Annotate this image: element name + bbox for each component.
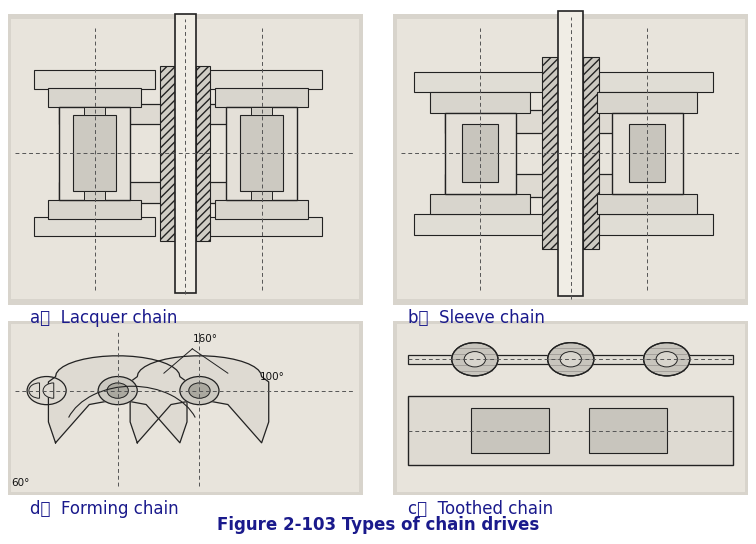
Bar — [445, 113, 516, 194]
Bar — [559, 11, 583, 296]
Circle shape — [560, 351, 581, 367]
Circle shape — [656, 351, 677, 367]
Polygon shape — [48, 356, 187, 443]
Bar — [196, 66, 210, 240]
Bar — [34, 70, 155, 89]
Bar — [8, 14, 363, 305]
Bar — [11, 19, 359, 299]
Wedge shape — [43, 383, 54, 398]
Bar — [588, 408, 667, 453]
Text: a）  Lacquer chain: a） Lacquer chain — [30, 309, 178, 327]
Circle shape — [27, 376, 67, 405]
Bar — [393, 321, 748, 495]
Bar — [581, 72, 713, 92]
Circle shape — [180, 376, 219, 405]
Polygon shape — [130, 356, 268, 443]
Bar — [175, 14, 196, 293]
Wedge shape — [29, 383, 39, 398]
Circle shape — [107, 383, 129, 398]
Bar — [463, 124, 498, 182]
Bar — [251, 191, 272, 200]
Bar — [8, 321, 363, 495]
Bar — [201, 218, 322, 236]
Text: 100°: 100° — [260, 372, 285, 382]
Bar — [430, 92, 530, 113]
Bar — [597, 92, 697, 113]
Text: c）  Toothed chain: c） Toothed chain — [408, 499, 553, 518]
Circle shape — [547, 343, 594, 376]
Circle shape — [452, 343, 498, 376]
Bar — [215, 200, 308, 219]
Bar — [226, 107, 297, 200]
Bar — [583, 57, 600, 249]
Bar — [59, 182, 272, 203]
Bar — [11, 324, 359, 492]
Bar — [160, 66, 175, 240]
Bar — [48, 88, 141, 107]
Bar — [48, 200, 141, 219]
Bar — [397, 324, 745, 492]
Bar — [581, 214, 713, 235]
Bar — [445, 174, 658, 197]
Bar — [630, 124, 665, 182]
Circle shape — [98, 376, 138, 405]
Bar — [201, 70, 322, 89]
Bar — [612, 113, 683, 194]
Bar — [597, 194, 697, 214]
Bar — [430, 194, 530, 214]
Bar — [59, 104, 272, 124]
Bar — [408, 355, 733, 363]
Bar — [414, 214, 546, 235]
Bar — [84, 191, 105, 200]
Bar — [408, 396, 733, 466]
Text: 60°: 60° — [11, 478, 29, 489]
Bar — [215, 88, 308, 107]
Bar — [73, 115, 116, 191]
Circle shape — [643, 343, 689, 376]
Bar — [240, 115, 283, 191]
Text: d）  Forming chain: d） Forming chain — [30, 499, 179, 518]
Bar — [397, 19, 745, 299]
Bar — [251, 107, 272, 115]
Bar — [59, 107, 130, 200]
Bar — [393, 14, 748, 305]
Bar — [414, 72, 546, 92]
Text: Figure 2-103 Types of chain drives: Figure 2-103 Types of chain drives — [217, 516, 539, 534]
Bar — [542, 57, 559, 249]
Bar — [84, 107, 105, 115]
Text: b）  Sleeve chain: b） Sleeve chain — [408, 309, 545, 327]
Bar — [471, 408, 550, 453]
Bar — [445, 110, 658, 133]
Circle shape — [464, 351, 485, 367]
Bar — [34, 218, 155, 236]
Circle shape — [189, 383, 210, 398]
Text: 160°: 160° — [192, 334, 217, 344]
